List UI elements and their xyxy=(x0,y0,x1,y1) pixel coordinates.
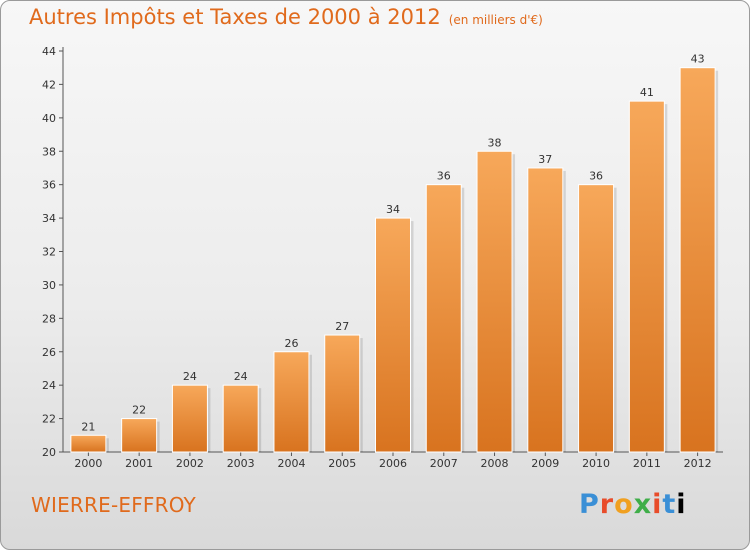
bar xyxy=(578,184,615,453)
bar-value-label: 34 xyxy=(386,203,400,216)
bar xyxy=(527,167,564,453)
bar xyxy=(222,384,259,453)
bar-value-label: 37 xyxy=(538,153,552,166)
x-tick-label: 2004 xyxy=(277,457,305,470)
chart-subtitle: (en milliers d'€) xyxy=(448,13,543,27)
x-tick-label: 2003 xyxy=(227,457,255,470)
bar-value-label: 26 xyxy=(284,337,298,350)
x-tick-label: 2006 xyxy=(379,457,407,470)
bar xyxy=(324,334,361,453)
x-tick-label: 2009 xyxy=(531,457,559,470)
chart-title-text: Autres Impôts et Taxes de 2000 à 2012 xyxy=(29,5,441,29)
bar-value-label: 43 xyxy=(691,53,705,66)
y-tick-label: 30 xyxy=(42,279,56,292)
x-tick-label: 2002 xyxy=(176,457,204,470)
logo-letter: i xyxy=(652,489,663,520)
y-tick-label: 20 xyxy=(42,446,56,459)
bar xyxy=(171,384,208,453)
logo-letter: i xyxy=(676,489,687,520)
x-tick-label: 2007 xyxy=(430,457,458,470)
bar xyxy=(375,217,411,453)
bar xyxy=(679,67,716,453)
x-tick-label: 2008 xyxy=(481,457,509,470)
y-tick-label: 36 xyxy=(42,179,56,192)
bar-value-label: 27 xyxy=(335,320,349,333)
bar-value-label: 22 xyxy=(132,404,146,417)
bar-value-label: 36 xyxy=(437,170,451,183)
x-tick-label: 2011 xyxy=(633,457,661,470)
logo-letter: P xyxy=(579,489,600,520)
proxiti-logo: Proxiti xyxy=(579,489,687,520)
y-tick-label: 44 xyxy=(42,45,56,58)
bar xyxy=(70,434,107,453)
y-tick-label: 34 xyxy=(42,212,56,225)
bar-value-label: 24 xyxy=(234,370,248,383)
y-tick-label: 42 xyxy=(42,78,56,91)
y-tick-label: 24 xyxy=(42,379,56,392)
x-tick-label: 2012 xyxy=(684,457,712,470)
bar xyxy=(121,418,158,453)
x-tick-label: 2000 xyxy=(74,457,102,470)
bar-value-label: 41 xyxy=(640,86,654,99)
y-tick-label: 38 xyxy=(42,145,56,158)
bar xyxy=(476,150,513,453)
logo-letter: x xyxy=(633,489,653,520)
y-tick-label: 22 xyxy=(42,413,56,426)
logo-letter: t xyxy=(662,489,677,520)
bar xyxy=(273,351,310,453)
x-tick-label: 2005 xyxy=(328,457,356,470)
x-tick-label: 2001 xyxy=(125,457,153,470)
logo-letter: o xyxy=(614,489,634,520)
bar-value-label: 21 xyxy=(81,420,95,433)
bar xyxy=(628,100,665,453)
bar-value-label: 24 xyxy=(183,370,197,383)
y-tick-label: 32 xyxy=(42,246,56,259)
y-tick-label: 40 xyxy=(42,112,56,125)
bar xyxy=(425,184,462,453)
commune-name: WIERRE-EFFROY xyxy=(31,493,196,517)
bar-value-label: 36 xyxy=(589,170,603,183)
x-tick-label: 2010 xyxy=(582,457,610,470)
y-tick-label: 28 xyxy=(42,312,56,325)
logo-letter: r xyxy=(599,489,615,520)
y-tick-label: 26 xyxy=(42,346,56,359)
chart-title: Autres Impôts et Taxes de 2000 à 2012 (en… xyxy=(29,5,543,29)
bar-value-label: 38 xyxy=(488,136,502,149)
